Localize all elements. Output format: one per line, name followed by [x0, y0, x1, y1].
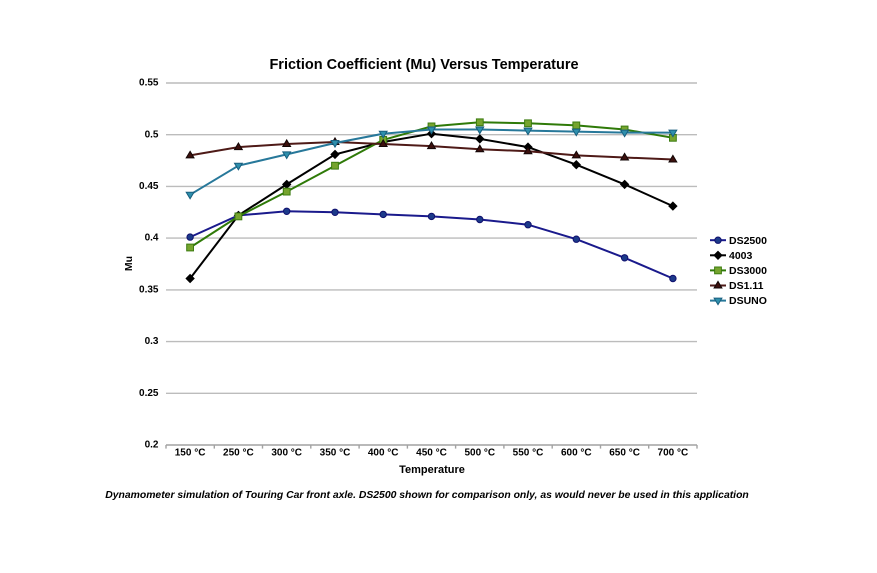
- svg-text:450 °C: 450 °C: [416, 448, 447, 459]
- svg-text:350 °C: 350 °C: [320, 448, 351, 459]
- svg-text:DSUNO: DSUNO: [729, 295, 767, 307]
- svg-text:0.35: 0.35: [139, 285, 159, 296]
- svg-text:0.45: 0.45: [139, 181, 159, 192]
- svg-text:0.4: 0.4: [145, 233, 159, 244]
- svg-text:150 °C: 150 °C: [175, 448, 206, 459]
- svg-text:250 °C: 250 °C: [223, 448, 254, 459]
- svg-text:4003: 4003: [729, 250, 753, 262]
- svg-text:0.3: 0.3: [145, 336, 159, 347]
- svg-text:DS1.11: DS1.11: [729, 280, 764, 292]
- svg-text:0.25: 0.25: [139, 388, 159, 399]
- svg-text:300 °C: 300 °C: [271, 448, 302, 459]
- svg-text:550 °C: 550 °C: [513, 448, 544, 459]
- svg-text:DS3000: DS3000: [729, 265, 767, 277]
- svg-text:DS2500: DS2500: [729, 235, 767, 247]
- svg-text:Temperature: Temperature: [399, 464, 465, 476]
- svg-text:400 °C: 400 °C: [368, 448, 399, 459]
- svg-text:0.2: 0.2: [145, 440, 159, 451]
- svg-text:700 °C: 700 °C: [658, 448, 689, 459]
- svg-text:0.55: 0.55: [139, 78, 159, 89]
- svg-text:650 °C: 650 °C: [609, 448, 640, 459]
- svg-text:600 °C: 600 °C: [561, 448, 592, 459]
- svg-text:Mu: Mu: [123, 256, 135, 271]
- svg-text:500 °C: 500 °C: [464, 448, 495, 459]
- svg-text:Dynamometer simulation of Tour: Dynamometer simulation of Touring Car fr…: [105, 490, 749, 501]
- svg-text:Friction Coefficient (Mu) Vers: Friction Coefficient (Mu) Versus Tempera…: [269, 57, 578, 73]
- svg-text:0.5: 0.5: [145, 129, 159, 140]
